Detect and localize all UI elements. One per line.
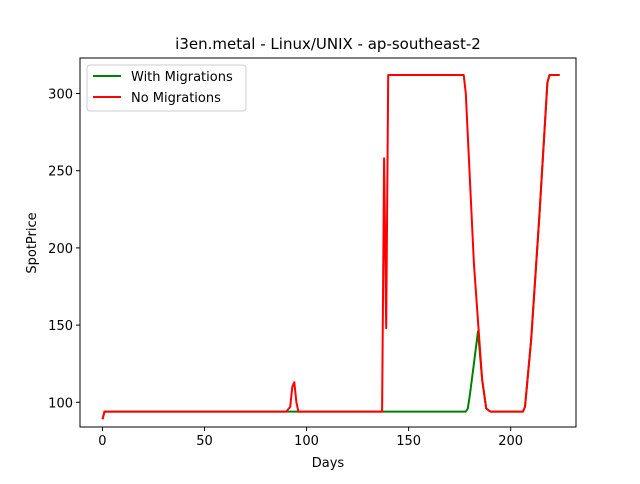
x-tick-label: 0 <box>98 434 106 449</box>
x-tick-label: 50 <box>196 434 213 449</box>
chart-title: i3en.metal - Linux/UNIX - ap-southeast-2 <box>175 35 481 53</box>
legend: With Migrations No Migrations <box>86 64 247 112</box>
y-tick-label: 300 <box>48 88 73 103</box>
plot-frame <box>79 57 577 428</box>
y-tick-label: 250 <box>48 165 73 180</box>
x-axis-label: Days <box>312 456 345 471</box>
x-tick-label: 200 <box>498 434 523 449</box>
series-lines <box>101 74 560 420</box>
x-axis-ticks: 0 50 100 150 200 <box>98 427 523 449</box>
legend-box <box>86 64 247 112</box>
series-line-no-migrations <box>101 74 560 420</box>
y-tick-label: 200 <box>48 242 73 257</box>
y-tick-label: 150 <box>48 319 73 334</box>
x-tick-label: 150 <box>396 434 421 449</box>
y-tick-label: 100 <box>48 396 73 411</box>
legend-label-no-migrations: No Migrations <box>131 91 221 106</box>
y-axis-ticks: 100 150 200 250 300 <box>48 88 80 411</box>
legend-label-with-migrations: With Migrations <box>131 70 233 85</box>
y-axis-label: SpotPrice <box>25 212 40 273</box>
x-tick-label: 100 <box>294 434 319 449</box>
